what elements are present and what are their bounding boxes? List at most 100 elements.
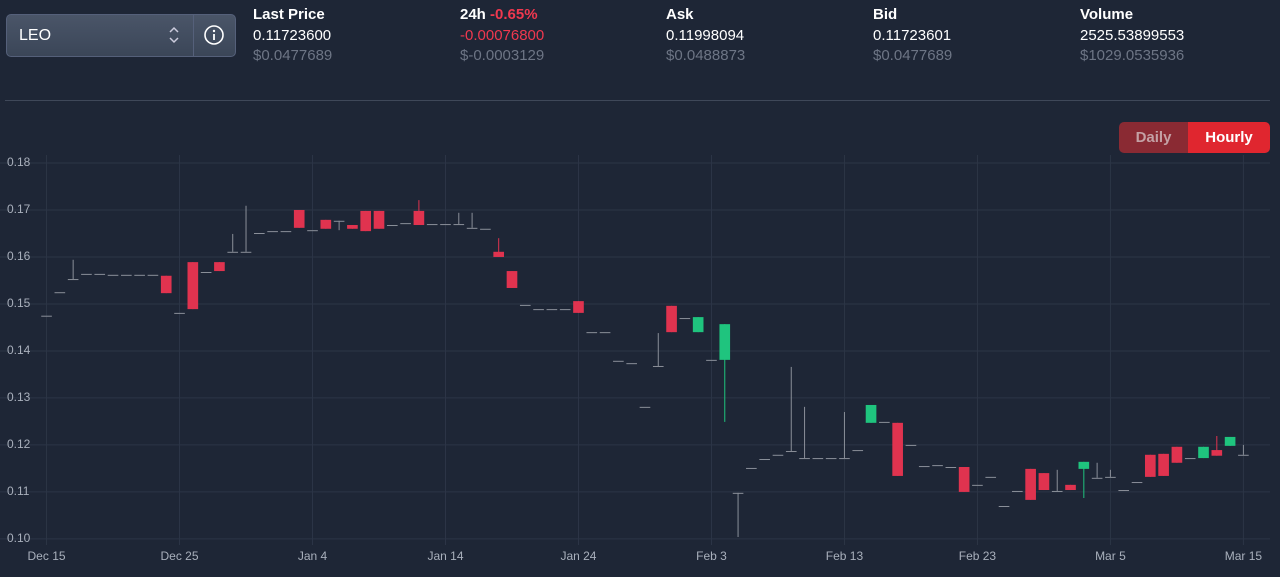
candle-body [320, 219, 332, 229]
hourly-button[interactable]: Hourly [1188, 122, 1270, 153]
stat: 24h -0.65% -0.00076800 $-0.0003129 [460, 5, 544, 67]
candle-body [1105, 476, 1116, 478]
pair-select[interactable]: LEO [6, 14, 236, 57]
candle-body [1091, 477, 1103, 479]
candle-body [227, 251, 239, 253]
candle-body [81, 273, 92, 275]
candle-body [386, 225, 398, 227]
x-tick-label: Jan 24 [560, 549, 596, 563]
candle-body [1131, 482, 1143, 484]
y-tick-label: 0.10 [7, 531, 31, 545]
candle-body [852, 450, 864, 452]
stat-usd: $0.0477689 [873, 47, 953, 64]
candle-body [879, 421, 890, 423]
y-tick-label: 0.12 [7, 437, 31, 451]
candle-body [267, 231, 278, 233]
candle-body [200, 272, 212, 273]
candle-body [985, 476, 997, 478]
candle-body [865, 404, 877, 423]
candle-body [147, 274, 159, 276]
info-icon[interactable] [203, 24, 225, 46]
candle-body [958, 467, 970, 492]
candle-body [599, 332, 611, 334]
candle-body [307, 230, 318, 232]
candle-body [812, 458, 824, 460]
x-tick-label: Feb 23 [959, 549, 997, 563]
candle-body [613, 360, 624, 362]
candle-body [573, 301, 584, 313]
candle-body [825, 458, 837, 460]
candle-body [918, 466, 930, 468]
candle-body [94, 273, 106, 275]
candle-body [626, 363, 637, 365]
candle-body [1198, 446, 1209, 459]
candle-body [214, 262, 225, 272]
stat: Volume 2525.53899553 $1029.0535936 [1080, 5, 1184, 67]
candle-body [121, 274, 132, 276]
candle-body [546, 309, 558, 311]
x-tick-label: Mar 5 [1095, 549, 1126, 563]
candle-body [174, 312, 185, 314]
pair-name: LEO [19, 27, 52, 44]
x-tick-label: Mar 15 [1225, 549, 1263, 563]
candle-body [719, 324, 731, 360]
x-tick-label: Jan 14 [427, 549, 463, 563]
candle-body [679, 318, 691, 320]
candle-body [440, 224, 451, 226]
candle-body [533, 309, 544, 311]
y-tick-label: 0.11 [7, 484, 30, 498]
candle-body [413, 210, 425, 226]
x-tick-label: Dec 15 [28, 549, 66, 563]
candle-body [1025, 468, 1036, 500]
candle-body [945, 467, 957, 468]
candle-body [905, 444, 917, 446]
stat: Bid 0.11723601 $0.0477689 [873, 5, 952, 67]
stat-usd: $1029.0535936 [1080, 47, 1185, 64]
y-tick-label: 0.13 [7, 390, 31, 404]
stat-change: -0.65% [490, 6, 538, 23]
candle-body [1038, 473, 1050, 491]
candle-body [480, 228, 491, 230]
candle-body [639, 406, 651, 408]
candle-body [799, 458, 810, 460]
candle-body [1211, 450, 1223, 456]
candle-body [293, 209, 305, 228]
stat-value: 2525.53899553 [1080, 26, 1185, 44]
candle-body [493, 251, 505, 257]
candle-body [972, 484, 983, 486]
stat-label: Ask [666, 6, 694, 23]
x-tick-label: Dec 25 [161, 549, 199, 563]
candle-body [426, 224, 438, 226]
candle-body [692, 317, 704, 333]
candle-body [347, 225, 358, 229]
candle-body [1012, 490, 1023, 492]
candle-body [400, 223, 411, 225]
y-tick-label: 0.16 [7, 249, 31, 263]
candle-body [839, 458, 850, 460]
candle-body [360, 210, 372, 232]
candle-body [1171, 446, 1183, 463]
candle-body [1118, 490, 1130, 492]
stat-value: 0.11723600 [253, 26, 332, 44]
candle-body [240, 251, 252, 253]
candle-body [706, 359, 717, 361]
stat-value: -0.00076800 [460, 26, 545, 44]
candle-body [1238, 454, 1249, 456]
candle-body [932, 465, 943, 467]
divider [5, 100, 1270, 101]
candle-body [746, 467, 757, 469]
candle-body [772, 454, 784, 456]
candle-body [1144, 454, 1156, 477]
candle-body [666, 305, 677, 333]
candle-body [559, 309, 571, 311]
candle-body [519, 304, 531, 306]
stat-label: Bid [873, 6, 898, 23]
daily-button[interactable]: Daily [1119, 122, 1188, 153]
candle-body [41, 315, 52, 317]
x-tick-label: Feb 13 [826, 549, 864, 563]
stat-label: Last Price [253, 6, 325, 23]
y-tick-label: 0.14 [7, 343, 31, 357]
stat-usd: $0.0488873 [666, 47, 746, 64]
